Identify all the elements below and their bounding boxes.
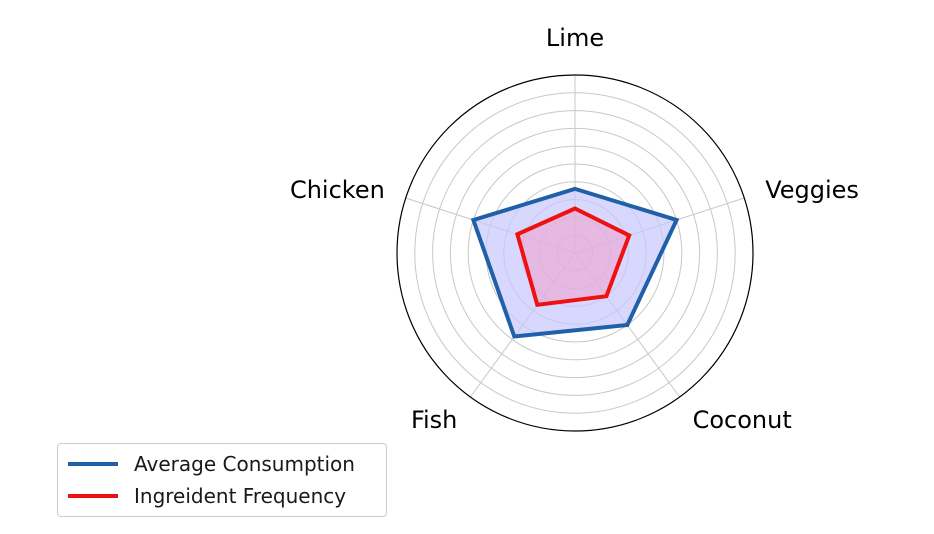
series-line-0: [470, 186, 680, 339]
axis-label-chicken: Chicken: [290, 176, 385, 204]
axis-label-coconut: Coconut: [693, 406, 792, 434]
axis-label-lime: Lime: [546, 24, 604, 52]
legend-item-average-consumption: Average Consumption: [68, 452, 355, 476]
legend-swatch-average-consumption: [68, 462, 118, 466]
outer-ring: [396, 74, 754, 432]
series-layer: [470, 186, 680, 339]
legend: Average Consumption Ingreident Frequency: [57, 443, 387, 517]
axis-label-fish: Fish: [411, 406, 457, 434]
legend-label-average-consumption: Average Consumption: [134, 452, 355, 476]
series-area-1: [517, 208, 630, 305]
series-line-1: [515, 206, 632, 307]
legend-swatch-ingredient-frequency: [68, 494, 118, 498]
axis-label-veggies: Veggies: [765, 176, 859, 204]
legend-label-ingredient-frequency: Ingreident Frequency: [134, 484, 347, 508]
axis-labels: Lime Veggies Coconut Fish Chicken: [290, 24, 859, 434]
legend-item-ingredient-frequency: Ingreident Frequency: [68, 484, 346, 508]
